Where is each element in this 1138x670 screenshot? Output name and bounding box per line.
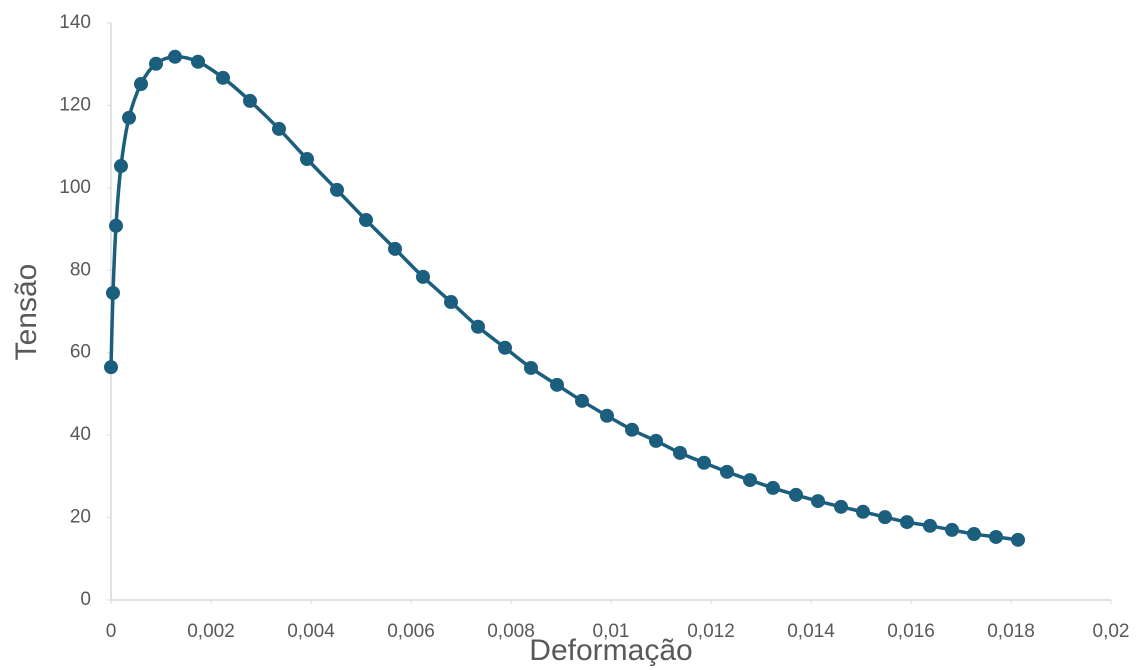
point (743, 473, 757, 488)
point (168, 49, 182, 64)
y-axis-title: Tensão (10, 264, 43, 361)
x-tick-label: 0 (106, 621, 117, 642)
point (900, 515, 914, 530)
point (114, 159, 128, 174)
x-axis-title: Deformação (529, 634, 692, 667)
point (359, 213, 373, 228)
point (878, 510, 892, 525)
point (811, 494, 825, 509)
point (575, 393, 589, 408)
x-tick-label: 0,006 (387, 621, 435, 642)
point (856, 504, 870, 519)
point (104, 360, 118, 375)
x-tick-label: 0,014 (787, 621, 835, 642)
point (109, 218, 123, 233)
y-tick-label: 20 (70, 507, 91, 528)
point (122, 110, 136, 125)
point (600, 408, 614, 423)
x-tick-label: 0,008 (487, 621, 535, 642)
point (243, 93, 257, 108)
point (789, 487, 803, 502)
point (416, 269, 430, 284)
point (834, 499, 848, 514)
y-tick-label: 0 (80, 589, 91, 610)
x-tick-label: 0,016 (887, 621, 935, 642)
y-tick-label: 40 (70, 424, 91, 445)
point (945, 522, 959, 537)
point (272, 121, 286, 136)
point (1011, 532, 1025, 547)
point (471, 319, 485, 334)
point (720, 464, 734, 479)
point (649, 433, 663, 448)
x-tick-label: 0,002 (187, 621, 235, 642)
y-tick-label: 140 (59, 12, 91, 33)
point (923, 518, 937, 533)
point (388, 241, 402, 256)
point (625, 422, 639, 437)
y-tick-label: 60 (70, 342, 91, 363)
point (149, 56, 163, 71)
point (766, 480, 780, 495)
point (216, 70, 230, 85)
point (444, 295, 458, 310)
point (134, 76, 148, 91)
y-tick-label: 100 (59, 177, 91, 198)
x-tick-label: 0,004 (287, 621, 335, 642)
point (498, 340, 512, 355)
point (673, 445, 687, 460)
y-tick-label: 120 (59, 94, 91, 115)
point (191, 54, 205, 69)
point (330, 182, 344, 197)
point (989, 529, 1003, 544)
x-tick-label: 0,012 (687, 621, 735, 642)
point (550, 377, 564, 392)
curve (109, 55, 1019, 542)
point (524, 360, 538, 375)
point (300, 152, 314, 167)
x-tick-label: 0,01 (593, 621, 630, 642)
point (106, 285, 120, 300)
x-tick-label: 0,02 (1093, 621, 1130, 642)
point (967, 527, 981, 542)
x-tick-label: 0,018 (987, 621, 1035, 642)
y-tick-label: 80 (70, 259, 91, 280)
point (697, 455, 711, 470)
